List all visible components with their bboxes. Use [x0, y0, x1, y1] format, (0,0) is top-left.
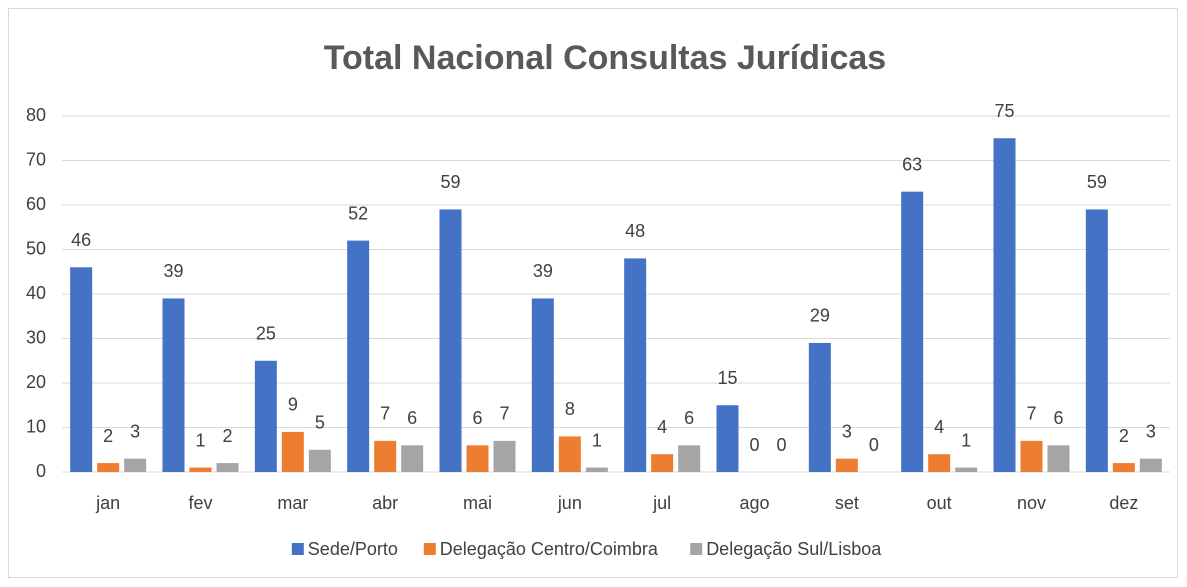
bar [928, 454, 951, 472]
bar [374, 440, 397, 472]
data-label: 1 [961, 430, 971, 450]
bar [466, 445, 489, 472]
y-tick-label: 70 [26, 149, 46, 169]
x-tick-label: set [835, 493, 859, 513]
data-label: 6 [472, 408, 482, 428]
bar [585, 467, 608, 472]
chart-title: Total Nacional Consultas Jurídicas [324, 39, 886, 77]
data-label: 46 [71, 230, 91, 250]
legend-label: Sede/Porto [308, 539, 398, 559]
bar [558, 436, 581, 472]
bar [651, 454, 674, 472]
bar [1112, 463, 1135, 472]
data-label: 3 [130, 421, 140, 441]
data-label: 29 [810, 306, 830, 326]
legend-swatch [291, 543, 304, 555]
data-label: 39 [163, 261, 183, 281]
x-tick-label: jul [652, 493, 671, 513]
bar [189, 467, 212, 472]
x-tick-label: fev [188, 493, 212, 513]
bar [162, 298, 185, 472]
data-label: 6 [1053, 408, 1063, 428]
data-label: 8 [565, 399, 575, 419]
y-tick-label: 0 [36, 461, 46, 481]
bar [254, 360, 277, 472]
bar [955, 467, 978, 472]
data-label: 59 [440, 172, 460, 192]
data-label: 3 [1146, 421, 1156, 441]
data-label: 5 [315, 413, 325, 433]
data-label: 0 [749, 435, 759, 455]
data-label: 25 [256, 324, 276, 344]
bar [901, 191, 924, 472]
bar [1139, 458, 1162, 472]
y-tick-label: 30 [26, 327, 46, 347]
bar [1047, 445, 1070, 472]
legend-label: Delegação Sul/Lisboa [706, 539, 882, 559]
data-label: 4 [934, 417, 944, 437]
y-tick-label: 40 [26, 283, 46, 303]
data-label: 1 [592, 430, 602, 450]
y-tick-label: 80 [26, 105, 46, 125]
bar [493, 440, 516, 472]
data-label: 2 [103, 426, 113, 446]
data-label: 6 [407, 408, 417, 428]
legend-swatch [690, 543, 703, 555]
bar [216, 463, 239, 472]
data-label: 1 [195, 430, 205, 450]
bar [678, 445, 701, 472]
data-label: 4 [657, 417, 667, 437]
data-label: 9 [288, 395, 298, 415]
x-tick-label: nov [1017, 493, 1046, 513]
bar [624, 258, 647, 472]
data-label: 75 [994, 101, 1014, 121]
data-label: 15 [717, 368, 737, 388]
bar [531, 298, 554, 472]
data-label: 59 [1087, 172, 1107, 192]
x-tick-label: dez [1109, 493, 1138, 513]
legend-swatch [423, 543, 436, 555]
x-tick-label: out [927, 493, 952, 513]
x-tick-label: jan [95, 493, 120, 513]
y-tick-label: 60 [26, 194, 46, 214]
bar [70, 267, 93, 472]
x-tick-label: abr [372, 493, 398, 513]
x-tick-label: mar [277, 493, 308, 513]
x-tick-label: mai [463, 493, 492, 513]
x-tick-label: ago [739, 493, 769, 513]
data-label: 48 [625, 221, 645, 241]
bar [401, 445, 424, 472]
legend-label: Delegação Centro/Coimbra [440, 539, 659, 559]
y-tick-label: 10 [26, 416, 46, 436]
data-label: 6 [684, 408, 694, 428]
data-label: 0 [869, 435, 879, 455]
data-label: 2 [222, 426, 232, 446]
bar [716, 405, 739, 472]
x-tick-label: jun [557, 493, 582, 513]
bar [439, 209, 462, 472]
bar [308, 449, 331, 472]
data-label: 2 [1119, 426, 1129, 446]
data-label: 63 [902, 154, 922, 174]
y-tick-label: 50 [26, 238, 46, 258]
bar [993, 138, 1016, 472]
data-label: 7 [1026, 404, 1036, 424]
bar [808, 342, 831, 472]
bar [1085, 209, 1108, 472]
bar [1020, 440, 1043, 472]
bar [835, 458, 858, 472]
bar [281, 431, 304, 472]
data-label: 7 [380, 404, 390, 424]
bar [97, 463, 120, 472]
data-label: 39 [533, 261, 553, 281]
bar [347, 240, 370, 472]
data-label: 7 [499, 404, 509, 424]
data-label: 52 [348, 203, 368, 223]
y-tick-label: 20 [26, 372, 46, 392]
chart-border [8, 8, 1178, 578]
bar [124, 458, 147, 472]
data-label: 3 [842, 421, 852, 441]
data-label: 0 [776, 435, 786, 455]
